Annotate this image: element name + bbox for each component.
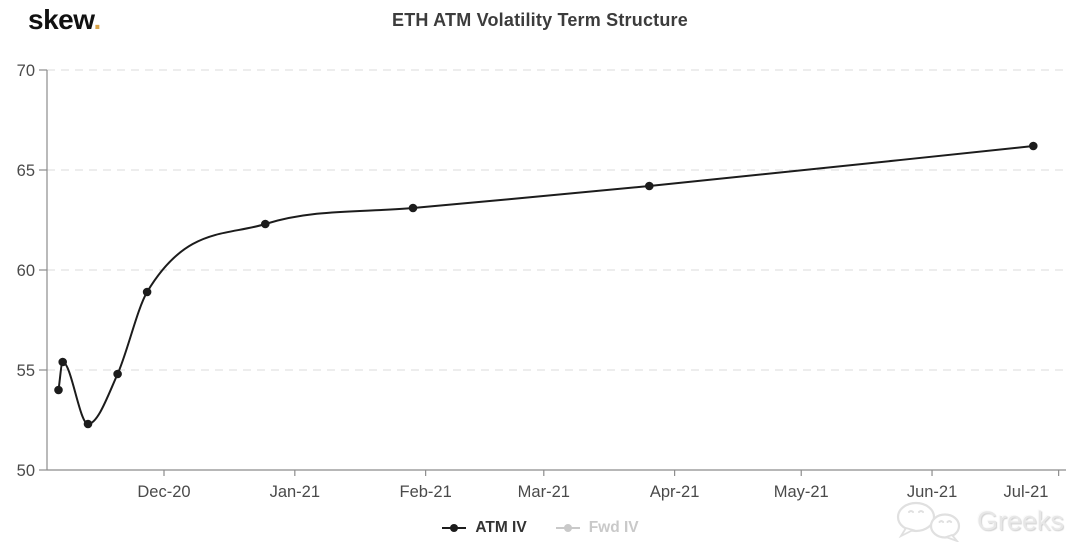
skew-logo-dot: . [93,4,101,35]
y-tick-label: 70 [17,62,35,80]
series-line-atm-iv [57,145,1034,426]
data-point[interactable] [58,357,67,367]
legend-item-atm-iv[interactable]: ATM IV [441,519,527,537]
data-point[interactable] [1029,141,1038,151]
x-tick-label: May-21 [774,483,829,501]
legend-marker-1 [555,524,580,532]
skew-logo-text: skew [28,4,94,35]
y-tick-label: 65 [17,162,35,180]
data-point[interactable] [142,287,152,297]
y-tick-label: 60 [17,262,35,280]
skew-logo: skew. [28,4,101,36]
x-tick-label: Jun-21 [907,483,957,501]
data-point[interactable] [54,385,63,395]
data-point[interactable] [83,419,93,429]
data-point[interactable] [645,181,654,191]
page-title: ETH ATM Volatility Term Structure [392,10,688,30]
x-tick-label: Jan-21 [270,483,320,501]
legend-label-0: ATM IV [475,519,527,536]
legend-label-1: Fwd IV [588,519,639,536]
x-tick-label: Mar-21 [518,483,570,501]
x-tick-label: Apr-21 [650,483,700,501]
x-tick-label: Feb-21 [399,483,451,501]
data-point[interactable] [408,203,418,213]
y-tick-label: 55 [17,362,35,380]
data-point[interactable] [113,369,122,379]
chart-legend: ATM IV Fwd IV [0,519,1080,537]
data-point[interactable] [261,219,270,229]
legend-marker-0 [442,524,467,532]
x-tick-label: Jul-21 [1004,483,1049,501]
y-tick-label: 50 [17,462,35,480]
x-tick-label: Dec-20 [137,483,190,501]
legend-item-fwd-iv[interactable]: Fwd IV [555,519,639,537]
